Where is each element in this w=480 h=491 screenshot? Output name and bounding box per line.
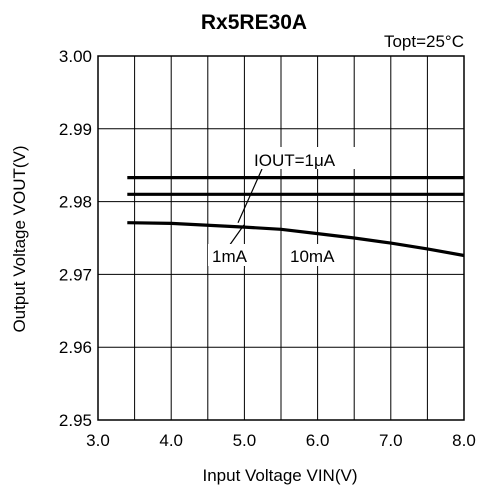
series-lines	[127, 176, 465, 258]
leader-line-1ma-lower	[228, 224, 245, 247]
x-tick-label: 8.0	[452, 431, 476, 450]
annotation-10ma-label: 10mA	[290, 247, 335, 266]
grid	[98, 56, 464, 420]
x-tick-labels: 3.0 4.0 5.0 6.0 7.0 8.0	[86, 431, 476, 450]
annotation-1ma-label: 1mA	[212, 247, 248, 266]
annotation-10ma: 10mA	[286, 244, 350, 266]
x-tick-label: 4.0	[159, 431, 183, 450]
y-tick-label: 2.97	[59, 265, 92, 284]
x-tick-label: 3.0	[86, 431, 110, 450]
y-tick-label: 2.96	[59, 338, 92, 357]
annotation-iout-label: IOUT=1μA	[254, 151, 336, 170]
y-tick-label: 3.00	[59, 47, 92, 66]
series-line-3	[127, 221, 465, 258]
condition-label: Topt=25°C	[384, 32, 464, 51]
y-axis-label: Output Voltage VOUT(V)	[10, 145, 29, 332]
y-tick-labels: 3.00 2.99 2.98 2.97 2.96 2.95	[59, 47, 92, 430]
chart-title: Rx5RE30A	[201, 11, 307, 34]
y-tick-label: 2.98	[59, 193, 92, 212]
plot-frame	[97, 55, 465, 421]
x-axis-label: Input Voltage VIN(V)	[203, 466, 358, 485]
annotation-1ma: 1mA	[208, 244, 260, 266]
leader-line-1ma	[237, 168, 263, 223]
x-tick-label: 6.0	[306, 431, 330, 450]
annotation-leaders	[228, 168, 263, 247]
annotation-iout: IOUT=1μA	[250, 147, 358, 170]
x-tick-label: 7.0	[379, 431, 403, 450]
x-tick-label: 5.0	[233, 431, 257, 450]
y-tick-label: 2.99	[59, 120, 92, 139]
y-tick-label: 2.95	[59, 411, 92, 430]
